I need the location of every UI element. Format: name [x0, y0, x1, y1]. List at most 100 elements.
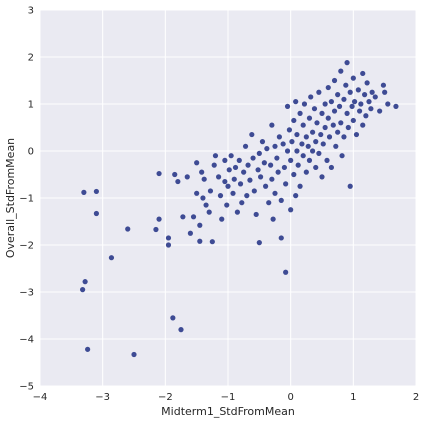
data-point	[319, 174, 325, 180]
data-point	[269, 176, 275, 182]
data-point	[82, 279, 88, 285]
data-point	[333, 143, 339, 149]
data-point	[320, 141, 326, 147]
data-point	[274, 155, 280, 161]
data-point	[344, 110, 350, 116]
data-point	[80, 287, 86, 293]
data-point	[283, 269, 289, 275]
data-point	[313, 139, 319, 145]
data-point	[256, 150, 262, 156]
x-tick-label: 0	[287, 392, 293, 403]
gridlines	[39, 9, 417, 387]
data-point	[339, 153, 345, 159]
data-point	[234, 209, 240, 215]
data-point	[331, 77, 338, 84]
data-point	[336, 103, 343, 109]
data-point	[184, 174, 190, 180]
data-point	[237, 181, 244, 187]
data-point	[211, 162, 217, 168]
data-point	[310, 129, 316, 135]
data-point	[194, 190, 200, 196]
data-point	[216, 174, 222, 180]
data-point	[197, 222, 203, 228]
data-point	[393, 103, 399, 109]
data-point	[355, 87, 361, 93]
data-point	[318, 131, 324, 138]
data-point	[200, 195, 206, 201]
data-point	[156, 216, 162, 222]
data-point	[156, 170, 162, 177]
data-point	[206, 209, 212, 215]
data-point	[266, 200, 272, 206]
y-tick-label: −3	[19, 288, 34, 299]
data-point	[224, 202, 230, 208]
data-point	[349, 103, 355, 109]
data-point	[190, 214, 197, 220]
data-point	[377, 108, 383, 114]
data-point	[306, 115, 313, 121]
data-point	[351, 99, 358, 105]
data-point	[187, 230, 193, 236]
data-point	[250, 155, 256, 161]
data-point	[314, 120, 320, 126]
data-point	[247, 177, 253, 183]
y-tick-label: 3	[28, 6, 34, 17]
y-tick-label: −5	[19, 382, 34, 393]
data-point	[291, 117, 297, 124]
data-point	[263, 183, 269, 189]
y-tick-label: −1	[19, 194, 34, 205]
data-point	[242, 143, 249, 149]
data-point	[372, 94, 378, 100]
y-tick-labels: −5 −4 −3 −2 −1 0 1 2 3	[19, 6, 34, 393]
data-point	[357, 108, 363, 114]
data-point	[347, 183, 353, 189]
data-point	[197, 238, 203, 244]
x-tick-label: 1	[350, 392, 356, 403]
data-point	[322, 124, 328, 131]
data-point	[289, 139, 295, 145]
data-point	[239, 200, 245, 206]
data-point	[268, 162, 274, 168]
data-point	[180, 214, 186, 220]
data-point	[303, 169, 309, 175]
data-point	[201, 176, 207, 182]
data-point	[275, 169, 281, 175]
data-point	[85, 346, 91, 352]
data-point	[259, 139, 266, 145]
data-point	[231, 176, 237, 182]
data-point	[244, 193, 250, 199]
data-point	[284, 148, 291, 154]
data-point	[311, 106, 318, 112]
y-tick-label: 1	[28, 100, 34, 111]
data-point	[245, 162, 251, 168]
y-tick-label: −4	[19, 335, 34, 346]
data-point	[230, 190, 236, 196]
data-point	[353, 131, 360, 138]
data-point	[360, 122, 366, 128]
data-point	[291, 171, 297, 178]
data-point	[363, 113, 369, 119]
data-point	[278, 235, 284, 241]
data-point	[228, 153, 234, 159]
data-point	[345, 124, 351, 131]
data-point	[261, 160, 267, 166]
data-point	[172, 171, 178, 178]
data-point	[341, 134, 347, 140]
y-tick-label: 2	[28, 53, 34, 64]
x-tick-label: −2	[158, 392, 173, 403]
data-point	[236, 157, 242, 163]
data-point	[278, 197, 284, 203]
data-point	[303, 134, 309, 140]
data-point	[108, 255, 115, 261]
data-point	[350, 117, 356, 124]
data-point	[286, 127, 293, 133]
data-point	[209, 239, 215, 245]
data-point	[362, 92, 368, 98]
data-point	[219, 216, 225, 222]
data-point	[251, 188, 257, 194]
data-point	[222, 178, 228, 185]
data-point	[300, 122, 306, 128]
data-point	[294, 148, 300, 154]
x-axis-label: Midterm1_StdFromMean	[161, 405, 295, 418]
